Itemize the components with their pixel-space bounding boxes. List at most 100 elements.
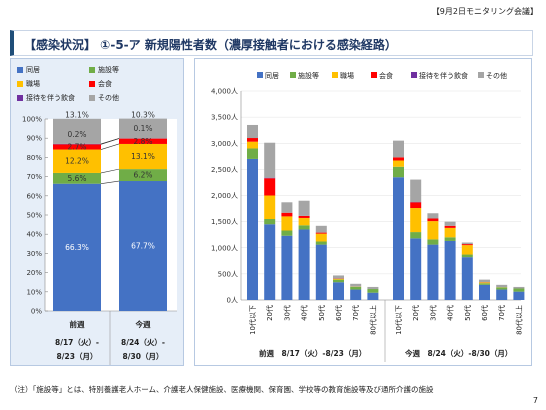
data-label: 2.8% bbox=[133, 137, 152, 146]
legend-item: 会食 bbox=[89, 79, 112, 89]
bar-segment bbox=[247, 138, 258, 142]
y-tick-label: 2,500人 bbox=[211, 166, 238, 174]
data-label: 0.2% bbox=[67, 130, 86, 139]
y-tick-label: 1,000人 bbox=[211, 244, 238, 252]
legend-swatch bbox=[17, 95, 23, 101]
bar-segment bbox=[53, 149, 101, 173]
bar-segment bbox=[410, 179, 422, 203]
bar-segment bbox=[281, 212, 293, 217]
category-label: 前週 bbox=[70, 319, 85, 329]
bar-segment bbox=[393, 157, 404, 161]
bar-segment bbox=[264, 177, 276, 179]
bar-segment bbox=[427, 239, 439, 245]
x-tick-label: 70代 bbox=[351, 305, 360, 321]
bar-segment bbox=[315, 225, 327, 233]
bar-segment bbox=[410, 202, 422, 209]
bar-segment bbox=[367, 289, 379, 293]
bar-segment bbox=[53, 144, 101, 150]
y-tick-label: 100% bbox=[22, 116, 42, 124]
legend-label: 職場 bbox=[340, 71, 354, 80]
bar-segment bbox=[315, 233, 327, 242]
bar-segment bbox=[281, 216, 293, 231]
bar-segment bbox=[264, 195, 276, 220]
bar-segment bbox=[333, 278, 344, 280]
bar-segment bbox=[298, 225, 310, 230]
percent-chart-panel: 同居 施設等 職場 会食 接待を伴う飲食 その他 0% 10% 20% 30% 40% 50% 60%… bbox=[10, 58, 184, 371]
legend-label: 会食 bbox=[98, 80, 112, 88]
data-label: 2.7% bbox=[67, 142, 86, 151]
category-label: 今週 bbox=[135, 319, 151, 329]
legend-swatch bbox=[332, 72, 338, 78]
bar-segment bbox=[281, 230, 293, 236]
y-tick-label: 20% bbox=[26, 269, 42, 277]
bar-segment bbox=[333, 279, 344, 283]
bar-segment bbox=[298, 217, 310, 226]
legend-label: 接待を伴う飲食 bbox=[419, 71, 468, 80]
x-tick-label: 40代 bbox=[300, 305, 309, 321]
bar-segment bbox=[247, 158, 258, 300]
bar-segment bbox=[53, 172, 101, 184]
series-connector bbox=[100, 180, 120, 185]
y-tick-label: 40% bbox=[26, 231, 42, 239]
legend-item: その他 bbox=[89, 93, 119, 103]
bar-segment bbox=[393, 177, 404, 300]
bar-segment bbox=[315, 241, 327, 245]
bar-segment bbox=[393, 140, 404, 158]
bar-segment bbox=[264, 219, 276, 225]
x-tick-label: 60代 bbox=[334, 305, 343, 321]
bar-segment bbox=[53, 118, 101, 144]
bar-segment bbox=[479, 283, 490, 285]
category-date-label: 8/23（月） bbox=[57, 351, 98, 361]
bar-segment bbox=[479, 279, 490, 283]
bar-segment bbox=[298, 215, 310, 218]
bar-segment bbox=[444, 227, 456, 238]
bar-segment bbox=[496, 289, 508, 300]
legend-label: 職場 bbox=[26, 80, 40, 88]
legend-label: 施設等 bbox=[98, 66, 119, 74]
legend-label: その他 bbox=[98, 94, 119, 102]
legend-swatch bbox=[89, 95, 95, 101]
bar-segment bbox=[496, 287, 508, 290]
legend-swatch bbox=[17, 81, 23, 87]
legend-label: 同居 bbox=[26, 66, 40, 74]
bar-segment bbox=[461, 254, 473, 258]
category-date-label: 8/24（火）- bbox=[121, 337, 165, 347]
bar-segment bbox=[461, 242, 473, 245]
x-tick-label: 30代 bbox=[282, 305, 291, 321]
legend-swatch bbox=[371, 72, 377, 78]
meeting-label: 【9月2日モニタリング会議】 bbox=[431, 7, 538, 16]
y-tick-label: 4,000人 bbox=[211, 88, 238, 96]
x-tick-label: 50代 bbox=[317, 305, 326, 321]
bar-segment bbox=[333, 282, 344, 300]
bar-segment bbox=[119, 118, 167, 139]
bar-segment bbox=[247, 148, 258, 159]
x-tick-label: 60代 bbox=[480, 305, 489, 321]
legend-item: 接待を伴う飲食 bbox=[17, 93, 75, 103]
bar-segment bbox=[264, 142, 276, 178]
category-date-label: 8/30（月） bbox=[123, 351, 164, 361]
bar-segment bbox=[281, 235, 293, 300]
bar-segment bbox=[119, 143, 167, 170]
x-tick-label: 70代 bbox=[497, 305, 506, 321]
bar-segment bbox=[393, 166, 404, 178]
bar-segment bbox=[410, 232, 422, 239]
group-label: 前週 8/17（火）-8/23（月） bbox=[259, 348, 366, 358]
age-stacked-chart: 同居 施設等 職場 会食 接待を伴う飲食 その他 0人 500人 1,000人 1,500人 2,0… bbox=[211, 71, 525, 362]
bar-segment bbox=[427, 218, 439, 222]
legend-item: 同居 bbox=[17, 65, 40, 75]
legend-swatch bbox=[478, 72, 484, 78]
x-tick-label: 80代以上 bbox=[368, 305, 377, 335]
x-tick-label: 20代 bbox=[411, 305, 420, 321]
y-tick-label: 0人 bbox=[227, 297, 238, 305]
bar-segment bbox=[427, 221, 439, 240]
bar-segment bbox=[461, 257, 473, 300]
legend-item: 職場 bbox=[17, 79, 40, 89]
bar-segment bbox=[281, 202, 293, 213]
y-tick-label: 90% bbox=[26, 135, 42, 143]
percent-stacked-chart: 0% 10% 20% 30% 40% 50% 60% 70% 80% 90% 100% 66.3% 5.… bbox=[22, 111, 177, 371]
age-chart-panel: 同居 施設等 職場 会食 接待を伴う飲食 その他 0人 500人 1,000人 1,500人 2,0… bbox=[194, 58, 532, 366]
bar-segment bbox=[264, 178, 276, 196]
bar-segment bbox=[393, 160, 404, 167]
y-tick-label: 3,000人 bbox=[211, 140, 238, 148]
y-tick-label: 10% bbox=[26, 288, 42, 296]
